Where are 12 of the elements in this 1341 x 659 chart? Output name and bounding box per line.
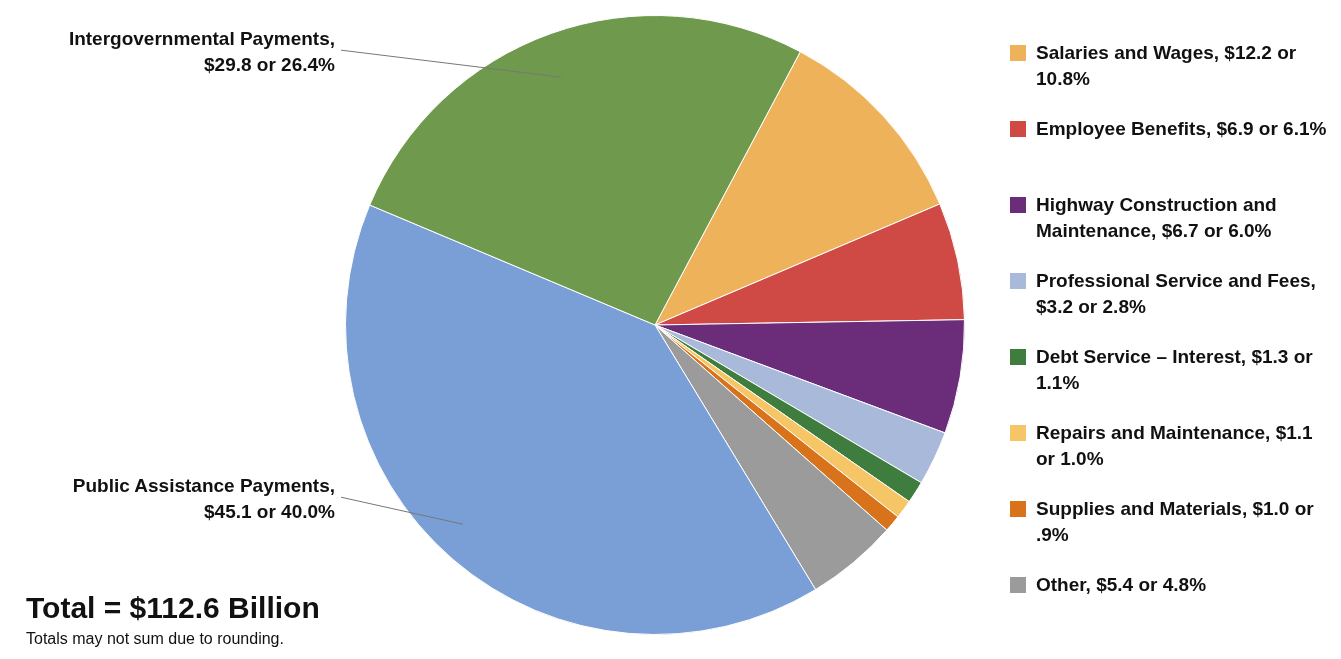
legend-label: Professional Service and Fees, $3.2 or 2.8% <box>1036 269 1317 319</box>
slice-label: Intergovernmental Payments, $29.8 or 26.4% <box>68 28 336 76</box>
legend-label: Supplies and Materials, $1.0 or .9% <box>1036 497 1315 547</box>
legend-label: Salaries and Wages, $12.2 or 10.8% <box>1036 41 1298 91</box>
slice-label: Public Assistance Payments, $45.1 or 40.0% <box>72 475 336 523</box>
legend-label: Employee Benefits, $6.9 or 6.1% <box>1036 117 1327 141</box>
legend-label: Highway Construction and Maintenance, $6.7 or 6.0% <box>1036 193 1278 243</box>
legend-label: Debt Service – Interest, $1.3 or 1.1% <box>1036 345 1314 395</box>
legend-label: Other, $5.4 or 4.8% <box>1036 573 1207 597</box>
text: Totals may not sum due to rounding. <box>26 629 285 649</box>
legend-label: Repairs and Maintenance, $1.1 or 1.0% <box>1036 421 1314 471</box>
text: Total = $112.6 Billion <box>26 590 320 626</box>
